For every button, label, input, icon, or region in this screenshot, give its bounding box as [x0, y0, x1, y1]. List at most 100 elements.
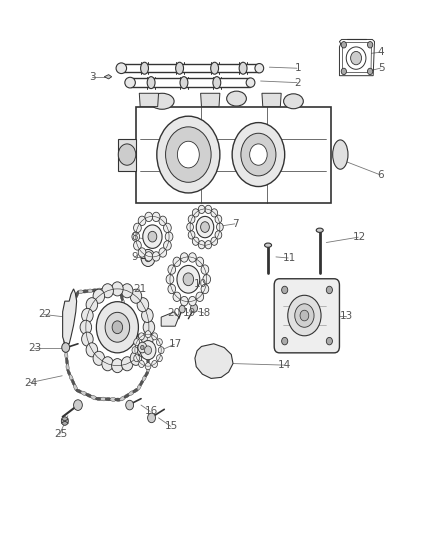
Ellipse shape	[147, 355, 149, 365]
Circle shape	[367, 42, 373, 48]
Text: 21: 21	[134, 284, 147, 294]
Ellipse shape	[176, 62, 184, 74]
Ellipse shape	[73, 297, 77, 304]
Circle shape	[134, 354, 140, 362]
Circle shape	[187, 223, 194, 231]
Text: 22: 22	[38, 310, 51, 319]
Ellipse shape	[110, 398, 117, 401]
Text: 15: 15	[165, 422, 178, 431]
Ellipse shape	[76, 389, 82, 393]
Text: 17: 17	[169, 340, 182, 349]
Ellipse shape	[316, 228, 323, 232]
Ellipse shape	[110, 287, 116, 290]
Circle shape	[81, 309, 93, 322]
Circle shape	[81, 332, 93, 346]
Ellipse shape	[136, 334, 141, 339]
Text: 1: 1	[294, 63, 301, 73]
Circle shape	[126, 400, 134, 410]
Ellipse shape	[116, 63, 127, 74]
Ellipse shape	[75, 291, 79, 298]
Circle shape	[121, 284, 133, 298]
Text: 5: 5	[378, 63, 385, 73]
Circle shape	[145, 362, 151, 370]
Ellipse shape	[127, 321, 130, 329]
Circle shape	[138, 216, 146, 225]
Ellipse shape	[150, 93, 174, 109]
Circle shape	[96, 302, 138, 353]
Circle shape	[326, 337, 332, 345]
Circle shape	[192, 237, 199, 245]
Circle shape	[62, 343, 70, 352]
Ellipse shape	[105, 287, 111, 291]
Circle shape	[326, 286, 332, 294]
Circle shape	[165, 232, 173, 241]
Circle shape	[112, 359, 123, 373]
Text: 9: 9	[131, 252, 138, 262]
Ellipse shape	[213, 77, 221, 88]
Ellipse shape	[100, 288, 107, 291]
Text: 20: 20	[167, 308, 180, 318]
Circle shape	[138, 360, 145, 368]
Circle shape	[205, 240, 212, 249]
Ellipse shape	[128, 391, 134, 395]
Circle shape	[205, 205, 212, 214]
Circle shape	[183, 273, 194, 286]
Circle shape	[152, 252, 160, 261]
Ellipse shape	[145, 370, 149, 377]
Circle shape	[196, 257, 204, 266]
Ellipse shape	[124, 393, 130, 398]
Text: 16: 16	[145, 407, 158, 416]
Circle shape	[300, 310, 309, 321]
Circle shape	[121, 357, 133, 371]
Ellipse shape	[140, 379, 144, 386]
Ellipse shape	[64, 346, 67, 354]
Circle shape	[196, 292, 204, 302]
Ellipse shape	[246, 78, 255, 87]
Circle shape	[80, 320, 92, 334]
Circle shape	[367, 68, 373, 75]
Circle shape	[168, 284, 176, 294]
Text: 14: 14	[278, 360, 291, 370]
Ellipse shape	[66, 364, 69, 372]
Circle shape	[145, 346, 152, 354]
Circle shape	[158, 346, 164, 354]
Ellipse shape	[227, 91, 246, 106]
Circle shape	[145, 212, 152, 222]
Circle shape	[189, 253, 196, 262]
Circle shape	[145, 252, 152, 261]
Circle shape	[157, 116, 220, 193]
Circle shape	[295, 304, 314, 327]
Circle shape	[282, 286, 288, 294]
Circle shape	[152, 360, 158, 368]
Circle shape	[189, 296, 196, 306]
Circle shape	[156, 354, 162, 362]
Polygon shape	[201, 93, 220, 107]
Ellipse shape	[64, 340, 67, 348]
Circle shape	[130, 289, 142, 303]
Text: 25: 25	[54, 430, 67, 439]
Ellipse shape	[71, 379, 75, 386]
Circle shape	[179, 305, 185, 313]
Circle shape	[215, 215, 222, 223]
Ellipse shape	[145, 348, 149, 357]
Circle shape	[188, 231, 195, 239]
Ellipse shape	[105, 398, 112, 401]
Circle shape	[137, 297, 148, 312]
Circle shape	[216, 223, 223, 231]
Polygon shape	[139, 93, 159, 107]
Text: 19: 19	[183, 308, 196, 318]
Text: 13: 13	[340, 311, 353, 320]
Ellipse shape	[64, 335, 67, 342]
Ellipse shape	[67, 369, 71, 376]
Ellipse shape	[147, 77, 155, 88]
Circle shape	[105, 312, 130, 342]
Circle shape	[138, 342, 147, 353]
Circle shape	[102, 357, 113, 371]
Text: 23: 23	[28, 343, 42, 352]
Ellipse shape	[91, 289, 97, 292]
Ellipse shape	[124, 310, 127, 318]
Circle shape	[166, 274, 174, 284]
Circle shape	[215, 231, 222, 239]
Ellipse shape	[86, 289, 93, 293]
Circle shape	[241, 133, 276, 176]
